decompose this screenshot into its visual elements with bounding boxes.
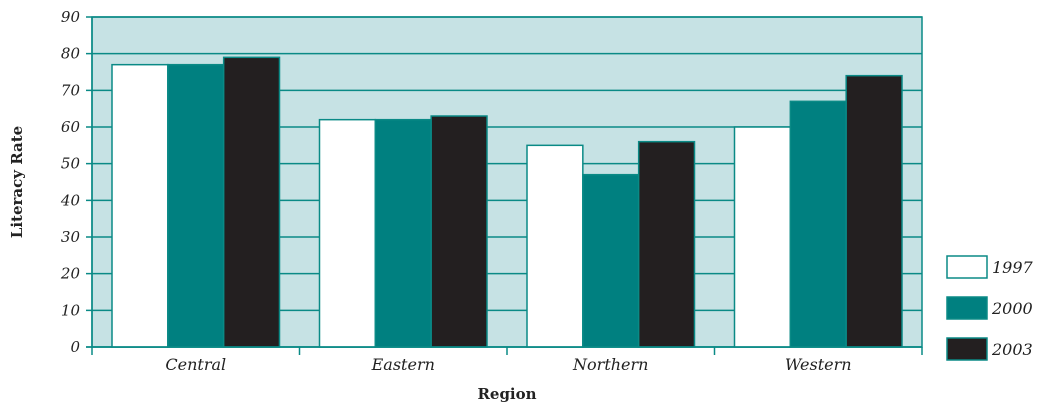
bar-northern-2003 <box>637 140 696 348</box>
y-tick-label: 80 <box>61 45 81 63</box>
x-category-label: Western <box>785 355 852 374</box>
bar-northern-2000 <box>582 173 640 348</box>
bar-western-2003 <box>845 74 903 348</box>
legend: 1997 2000 2003 <box>946 255 1034 361</box>
legend-label: 2000 <box>991 299 1033 318</box>
y-tick-label: 0 <box>70 338 80 356</box>
y-tick-labels: 0 10 20 30 40 50 60 70 80 90 <box>60 8 81 356</box>
x-axis-title: Region <box>477 385 536 403</box>
bar-central-1997 <box>111 63 169 348</box>
legend-swatch-2003 <box>946 337 988 361</box>
bar-western-2000 <box>789 100 847 348</box>
bar-central-2000 <box>167 63 225 348</box>
y-tick-label: 30 <box>61 228 81 246</box>
x-category-label: Eastern <box>371 355 435 374</box>
bar-eastern-2000 <box>374 118 432 348</box>
bar-western-1997 <box>733 126 792 348</box>
bar-eastern-2003 <box>430 115 488 348</box>
legend-label: 2003 <box>991 340 1033 359</box>
y-tick-label: 10 <box>61 301 81 319</box>
legend-swatch-2000 <box>946 296 988 320</box>
y-axis-title: Literacy Rate <box>8 126 26 238</box>
x-category-label: Northern <box>572 355 648 374</box>
x-category-label: Central <box>165 355 226 374</box>
bar-central-2003 <box>222 56 281 348</box>
y-tick-label: 90 <box>61 8 81 26</box>
legend-label: 1997 <box>992 258 1034 277</box>
bar-eastern-1997 <box>318 118 377 348</box>
y-tick-label: 70 <box>61 81 81 99</box>
y-tick-label: 40 <box>60 191 81 209</box>
y-tick-label: 20 <box>60 265 81 283</box>
x-category-labels: Central Eastern Northern Western <box>91 347 923 374</box>
y-tick-label: 60 <box>61 118 81 136</box>
legend-swatch-1997 <box>946 255 988 279</box>
bar-northern-1997 <box>526 144 584 348</box>
y-tick-label: 50 <box>61 155 81 173</box>
